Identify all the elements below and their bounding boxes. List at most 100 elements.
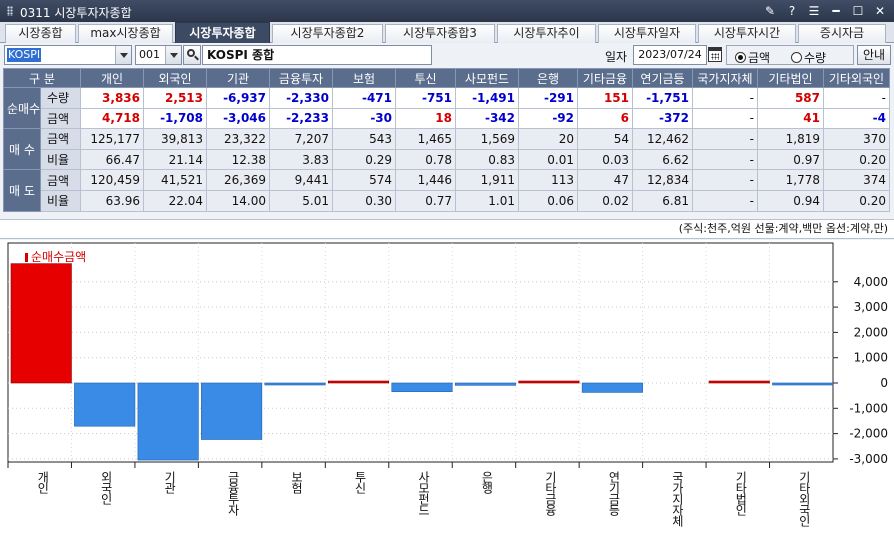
bar-7[interactable] [391, 382, 453, 392]
bar-8[interactable] [454, 382, 516, 386]
y-tick-label: 1,000 [854, 351, 888, 365]
table-cell: 0.02 [577, 189, 633, 212]
table-cell: 0.20 [823, 189, 890, 212]
column-header[interactable]: 기타법인 [757, 68, 824, 88]
column-header[interactable]: 연기금등 [632, 68, 693, 88]
tab-1[interactable]: 시장종합 [5, 24, 76, 43]
tab-5[interactable]: 시장투자종합3 [385, 24, 495, 43]
x-category-label: 금융투자 [226, 471, 240, 516]
table-row: 매 도 금액 120,459 41,521 26,369 9,441 574 1,446 1,9… [3, 169, 890, 212]
calendar-icon[interactable] [708, 47, 722, 62]
bar-9[interactable] [518, 380, 580, 384]
x-category-label: 기타법인 [734, 471, 748, 516]
tab-3[interactable]: 시장투자종합 [175, 22, 270, 43]
x-category-label: 외국인 [99, 471, 113, 505]
bar-10[interactable] [581, 382, 643, 393]
chevron-down-icon[interactable] [165, 46, 181, 64]
minimize-icon[interactable]: ━ [832, 3, 840, 18]
chart-legend: 순매수금액 [25, 248, 86, 265]
tab-6[interactable]: 시장투자추이 [497, 24, 596, 43]
column-header[interactable]: 투신 [395, 68, 456, 88]
y-tick-label: -3,000 [849, 452, 888, 466]
plot-frame [7, 242, 834, 463]
table-cell: -2,233 [269, 107, 333, 130]
table-cell: -92 [518, 107, 578, 130]
tab-8[interactable]: 시장투자시간 [698, 24, 796, 43]
bar-12[interactable] [708, 380, 770, 384]
x-category-label: 기관 [163, 471, 177, 494]
bar-2[interactable] [74, 382, 136, 427]
column-header[interactable]: 보험 [332, 68, 396, 88]
menu-icon[interactable]: ☰ [808, 3, 820, 18]
row-sub-label: 비율 [40, 148, 81, 171]
table-cell: - [692, 87, 758, 109]
column-header[interactable]: 사모펀드 [455, 68, 519, 88]
search-button[interactable] [183, 45, 201, 65]
table-cell: 54 [577, 128, 633, 150]
unit-note: (주식:천주,억원 선물:계약,백만 옵션:계약,만) [0, 219, 894, 239]
market-value: KOSPI [7, 48, 42, 62]
drag-grip-icon[interactable] [7, 6, 13, 16]
table-cell: 12,462 [632, 128, 693, 150]
bar-13[interactable] [772, 382, 834, 386]
column-header[interactable]: 기관 [206, 68, 270, 88]
table-cell: 41 [757, 107, 824, 130]
help-icon[interactable]: ? [788, 3, 796, 18]
table-cell: 3,836 [80, 87, 144, 109]
radio-quantity[interactable]: 수량 [791, 49, 826, 66]
column-header[interactable]: 외국인 [143, 68, 207, 88]
toolbar: KOSPI 001 KOSPI 종합 일자 2023/07/24 금액 수량 안… [0, 43, 894, 67]
tab-7[interactable]: 시장투자일자 [598, 24, 696, 43]
column-header[interactable]: 국가지자체 [692, 68, 758, 88]
table-cell: 26,369 [206, 169, 270, 191]
code-select[interactable]: 001 [135, 45, 182, 65]
guide-button[interactable]: 안내 [857, 45, 891, 65]
column-header[interactable]: 기타외국인 [823, 68, 890, 88]
table-cell: 0.78 [395, 148, 456, 171]
code-value: 001 [139, 48, 160, 61]
chevron-down-icon[interactable] [115, 46, 131, 64]
window-title: 0311 시장투자자종합 [20, 6, 132, 20]
y-tick-label: 0 [880, 376, 888, 390]
table-cell: 6.62 [632, 148, 693, 171]
table-cell: -1,751 [632, 87, 693, 109]
maximize-icon[interactable]: ☐ [852, 3, 864, 18]
table-cell: 41,521 [143, 169, 207, 191]
table-cell: - [692, 128, 758, 150]
bar-6[interactable] [328, 380, 390, 384]
radio-amount[interactable]: 금액 [735, 49, 770, 66]
date-input[interactable]: 2023/07/24 [633, 45, 707, 65]
tab-9[interactable]: 증시자금 [798, 24, 886, 43]
table-cell: 1,465 [395, 128, 456, 150]
market-select[interactable]: KOSPI [4, 45, 132, 65]
x-category-label: 기타외국인 [797, 471, 811, 527]
tab-4[interactable]: 시장투자종합2 [272, 24, 383, 43]
bar-1[interactable] [10, 263, 72, 384]
tab-2[interactable]: max시장종합 [78, 24, 173, 43]
title-bar: 0311 시장투자자종합 ✎ ? ☰ ━ ☐ ✕ [0, 0, 894, 22]
column-header[interactable]: 기타금융 [577, 68, 633, 88]
table-cell: 1,819 [757, 128, 824, 150]
bar-3[interactable] [137, 382, 199, 461]
table-cell: -4 [823, 107, 890, 130]
table-cell: 0.77 [395, 189, 456, 212]
table-cell: 12,834 [632, 169, 693, 191]
investor-table: 구 분 개인 외국인 기관 금융투자 보험 투신 사모펀드 은행 기타금융 연기금등 국가지자체 기타법… [3, 68, 890, 212]
table-cell: 23,322 [206, 128, 270, 150]
column-header[interactable]: 금융투자 [269, 68, 333, 88]
pin-icon[interactable]: ✎ [764, 3, 776, 18]
table-cell: - [692, 107, 758, 130]
column-header[interactable]: 개인 [80, 68, 144, 88]
y-tick-label: -2,000 [849, 427, 888, 441]
row-sub-label: 수량 [40, 87, 81, 109]
bar-4[interactable] [201, 382, 263, 440]
table-cell: 0.03 [577, 148, 633, 171]
row-sub-label: 금액 [40, 128, 81, 150]
table-corner-header: 구 분 [3, 68, 81, 88]
y-tick-label: -1,000 [849, 401, 888, 415]
x-category-label: 보험 [290, 471, 304, 494]
column-header[interactable]: 은행 [518, 68, 578, 88]
table-cell: 0.29 [332, 148, 396, 171]
close-icon[interactable]: ✕ [874, 3, 886, 18]
bar-5[interactable] [264, 382, 326, 386]
